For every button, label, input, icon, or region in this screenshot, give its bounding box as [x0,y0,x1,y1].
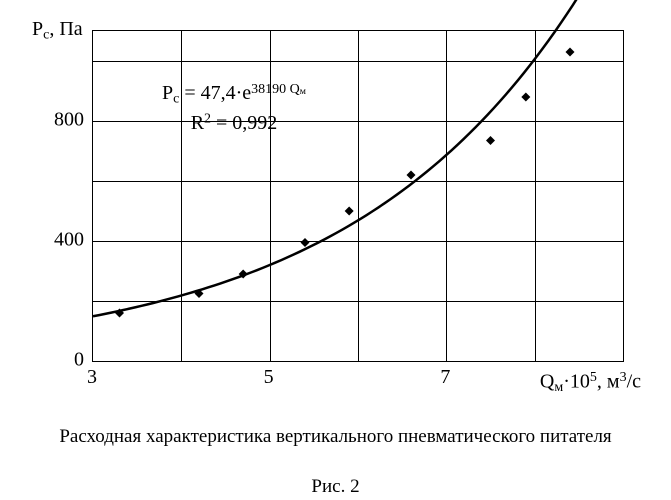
caption-main: Расходная характеристика вертикального п… [0,425,671,449]
gridline-h [93,61,623,62]
gridline-h [93,301,623,302]
fit-rsquared: R2 = 0,992 [162,110,306,137]
data-point [566,48,575,57]
gridline-v [358,31,359,361]
chart: Pc, Па Pc = 47,4·e38190 Qм R2 = 0,992 Qм… [20,10,651,410]
x-tick-label: 7 [440,366,450,389]
x-axis-label: Qм·105, м3/с [540,370,641,396]
data-point [407,171,416,180]
page: Pc, Па Pc = 47,4·e38190 Qм R2 = 0,992 Qм… [0,0,671,500]
gridline-h [93,181,623,182]
data-point [521,93,530,102]
caption-figure-number: Рис. 2 [0,475,671,499]
x-tick-label: 3 [87,366,97,389]
gridline-h [93,121,623,122]
gridline-v [181,31,182,361]
data-point [301,238,310,247]
plot-area: Pc = 47,4·e38190 Qм R2 = 0,992 [92,30,624,362]
data-point [486,136,495,145]
data-point [345,207,354,216]
fit-equation: Pc = 47,4·e38190 Qм [162,80,306,109]
x-tick-label: 5 [264,366,274,389]
y-tick-label: 800 [54,109,84,132]
gridline-h [93,241,623,242]
y-tick-label: 400 [54,229,84,252]
gridline-v [446,31,447,361]
gridline-v [535,31,536,361]
y-axis-label: Pc, Па [32,18,83,44]
gridline-v [270,31,271,361]
fit-annotation: Pc = 47,4·e38190 Qм R2 = 0,992 [162,80,306,136]
fit-curve [93,0,579,316]
y-tick-label: 0 [74,349,84,372]
